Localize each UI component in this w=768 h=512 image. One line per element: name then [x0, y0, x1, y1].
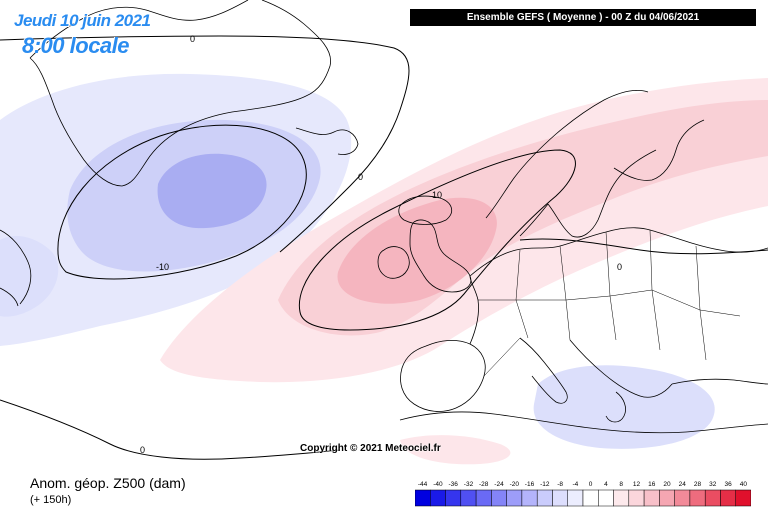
balkans-coast — [569, 339, 673, 398]
legend-swatch — [567, 489, 584, 507]
legend-tick-label: -12 — [540, 481, 550, 488]
ireland-coast — [377, 246, 410, 279]
negative-anomaly-med — [533, 365, 715, 449]
greece-coast — [605, 391, 626, 423]
finland-coast — [613, 119, 705, 181]
legend-swatch — [415, 489, 431, 507]
coastlines — [0, 0, 768, 434]
contour-label: 0 — [358, 172, 363, 182]
legend-swatch — [659, 489, 675, 507]
legend-tick-label: 28 — [694, 481, 702, 488]
britain-coast — [409, 219, 472, 293]
legend-swatch — [613, 489, 630, 507]
contour-label: -10 — [156, 262, 169, 272]
legend-tick-labels: -44 -40 -36 -32 -28 -24 -20 -16 -12 -8 -4 0 4 8 12 16 20… — [418, 481, 748, 488]
legend-swatches — [415, 489, 751, 507]
country-borders — [478, 229, 741, 377]
legend-swatch — [628, 489, 645, 507]
legend-tick-label: -8 — [557, 481, 563, 488]
legend-swatch — [582, 489, 599, 507]
contour-zero-south — [0, 399, 341, 460]
anomaly-map: 0 0 0 0 10 -10 — [0, 0, 768, 465]
positive-anomaly-core — [337, 197, 497, 304]
legend-tick-label: 0 — [589, 481, 593, 488]
copyright-notice: Copyright © 2021 Meteociel.fr — [300, 443, 441, 454]
legend-tick-label: -24 — [494, 481, 504, 488]
contour-label: 0 — [190, 34, 195, 44]
contour-label: 0 — [140, 445, 145, 455]
positive-anomaly-south — [400, 435, 511, 465]
legend-swatch — [491, 489, 507, 507]
greenland-east-coast — [295, 127, 359, 155]
negative-anomaly-west — [0, 236, 59, 317]
legend-swatch — [674, 489, 691, 507]
canada-coast — [0, 229, 32, 307]
legend-tick-label: 20 — [663, 481, 671, 488]
forecast-time: 8:00 locale — [22, 33, 130, 58]
sweden-coast — [547, 149, 657, 238]
legend-swatch — [552, 489, 569, 507]
legend-tick-label: 24 — [679, 481, 687, 488]
variable-label: Anom. géop. Z500 (dam) — [30, 475, 186, 491]
contour-plus-10 — [298, 149, 576, 331]
positive-anomaly-east — [690, 104, 768, 155]
legend-tick-label: 8 — [619, 481, 623, 488]
iceland-coast — [398, 195, 453, 225]
contour-zero-north — [0, 35, 410, 253]
legend-tick-label: 12 — [633, 481, 641, 488]
legend-swatch — [536, 489, 553, 507]
legend-tick-label: -20 — [510, 481, 520, 488]
color-scale-legend: -44 -40 -36 -32 -28 -24 -20 -16 -12 -8 -4 0 4 8 12 16 20… — [415, 481, 751, 507]
legend-tick-label: -36 — [448, 481, 458, 488]
europe-north-coast — [469, 227, 768, 277]
contour-label: 10 — [432, 190, 442, 200]
legend-tick-label: -40 — [433, 481, 443, 488]
greenland-coast — [29, 0, 332, 187]
contours — [0, 35, 768, 460]
legend-swatch — [643, 489, 660, 507]
legend-swatch — [506, 489, 523, 507]
norway-coast — [485, 90, 649, 237]
legend-swatch — [521, 489, 538, 507]
legend-swatch — [460, 489, 477, 507]
legend-tick-label: 16 — [648, 481, 656, 488]
model-run-banner: Ensemble GEFS ( Moyenne ) - 00 Z du 04/0… — [410, 9, 756, 26]
legend-swatch — [475, 489, 492, 507]
north-africa-coast — [399, 411, 768, 434]
contour-labels: 0 0 0 0 10 -10 — [140, 34, 622, 455]
legend-swatch — [445, 489, 462, 507]
legend-swatch — [735, 489, 751, 507]
contour-minus-10 — [57, 124, 307, 280]
legend-tick-label: 32 — [709, 481, 717, 488]
italy-coast — [519, 337, 568, 404]
legend-tick-label: 4 — [604, 481, 608, 488]
lead-time-label: (+ 150h) — [30, 494, 72, 506]
forecast-date: Jeudi 10 juin 2021 — [14, 11, 151, 30]
negative-anomaly-core — [157, 153, 267, 229]
legend-swatch — [704, 489, 721, 507]
legend-swatch — [430, 489, 446, 507]
legend-tick-label: -28 — [479, 481, 489, 488]
legend-tick-label: -44 — [418, 481, 428, 488]
legend-tick-label: -4 — [573, 481, 579, 488]
contour-label: 0 — [617, 262, 622, 272]
legend-swatch — [720, 489, 737, 507]
legend-swatch — [598, 489, 614, 507]
legend-tick-label: -32 — [464, 481, 474, 488]
legend-tick-label: -16 — [525, 481, 535, 488]
legend-tick-label: 40 — [740, 481, 748, 488]
contour-zero-east — [519, 238, 768, 255]
turkey-coast — [671, 378, 768, 385]
legend-tick-label: 36 — [724, 481, 732, 488]
legend-swatch — [689, 489, 706, 507]
